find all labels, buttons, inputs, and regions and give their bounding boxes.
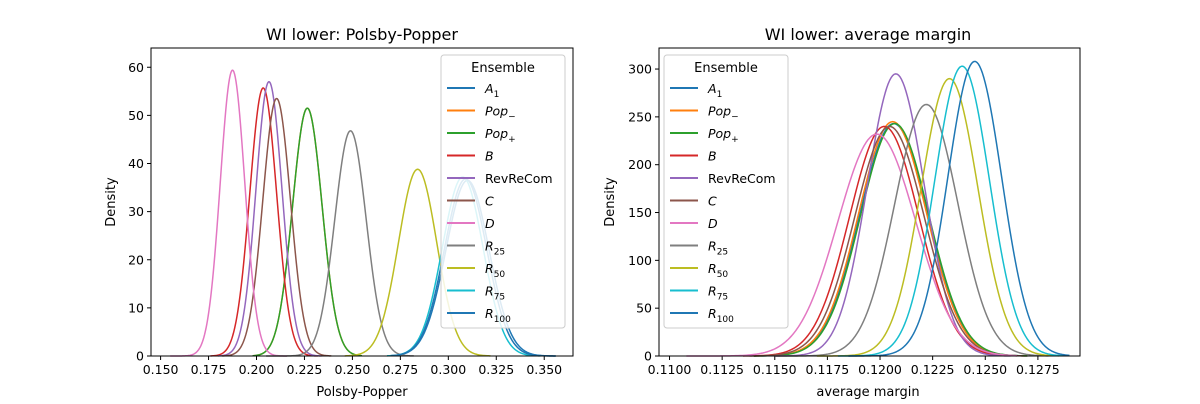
curve-r75 — [837, 65, 1066, 357]
legend-label-r75: R75 — [708, 284, 728, 303]
legend: Ensemble A1 Pop− Pop+ B RevReCom CD R25 R50 R75 R… — [663, 54, 789, 329]
legend-title: Ensemble — [471, 61, 535, 76]
legend-label-r25: R25 — [485, 239, 505, 258]
x-tick-label: 0.150 — [143, 362, 179, 377]
curve-revrecom — [774, 73, 1011, 357]
curve-revrecom — [218, 81, 322, 357]
x-tick-label: 0.1175 — [806, 362, 850, 377]
x-tick-label: 0.175 — [191, 362, 227, 377]
legend-label-b: B — [485, 149, 494, 164]
legend-label-d: D — [708, 216, 718, 231]
y-tick-label: 20 — [128, 252, 144, 267]
legend-label-d: D — [485, 216, 495, 231]
legend-items: A1 Pop− Pop+ B RevReCom CD R25 R50 R75 R100 — [670, 81, 776, 325]
curve-r25 — [774, 103, 1049, 357]
x-tick-label: 0.1225 — [911, 362, 955, 377]
curve-d — [170, 69, 288, 357]
legend-label-pop: Pop− — [485, 104, 516, 123]
y-tick-label: 60 — [128, 60, 144, 75]
axis-ticks: 0.1100 0.1125 0.1150 0.1175 0.1200 0.1225 0.12… — [628, 62, 1060, 377]
x-tick-label: 0.225 — [287, 362, 323, 377]
x-tick-label: 0.1150 — [753, 362, 797, 377]
axis-ticks: 0.150 0.175 0.200 0.225 0.250 0.275 0.300 0.325… — [128, 60, 562, 377]
y-tick-label: 50 — [128, 108, 144, 123]
chart-polsby-popper: WI lower: Polsby-Popper Polsby-Popper De… — [104, 25, 574, 400]
x-tick-label: 0.200 — [239, 362, 275, 377]
legend-label-c: C — [485, 194, 494, 209]
y-axis-label: Density — [104, 177, 119, 227]
legend-label-pop: Pop+ — [485, 126, 516, 145]
x-tick-label: 0.1125 — [700, 362, 744, 377]
curve-r50 — [816, 77, 1059, 357]
curve-pop — [753, 122, 1028, 357]
curve-pop — [753, 120, 1028, 357]
y-axis-label: Density — [603, 177, 618, 227]
legend-label-c: C — [708, 194, 717, 209]
curve-r100 — [848, 60, 1070, 357]
legend-label-r100: R100 — [485, 306, 511, 325]
x-tick-label: 0.350 — [526, 362, 562, 377]
legend-box — [440, 54, 566, 329]
chart-title: WI lower: Polsby-Popper — [266, 25, 458, 44]
x-tick-label: 0.1200 — [858, 362, 902, 377]
x-tick-label: 0.1100 — [648, 362, 692, 377]
y-tick-label: 30 — [128, 204, 144, 219]
legend-label-pop: Pop− — [708, 104, 739, 123]
y-tick-label: 40 — [128, 156, 144, 171]
y-tick-label: 100 — [628, 253, 652, 268]
legend: Ensemble A1 Pop− Pop+ B RevReCom CD R25 R50 R75 R… — [440, 54, 566, 329]
y-tick-label: 50 — [636, 301, 652, 316]
x-tick-label: 0.275 — [382, 362, 418, 377]
curve-b — [210, 87, 318, 357]
chart-average-margin: WI lower: average margin average margin … — [603, 25, 1081, 400]
x-tick-label: 0.1275 — [1016, 362, 1060, 377]
x-tick-label: 0.1250 — [963, 362, 1007, 377]
curve-r50 — [344, 168, 491, 357]
curve-pop — [252, 107, 363, 357]
legend-label-pop: Pop+ — [708, 126, 739, 145]
x-tick-label: 0.250 — [335, 362, 371, 377]
y-tick-label: 200 — [628, 157, 652, 172]
y-tick-label: 150 — [628, 205, 652, 220]
plot-frame — [658, 47, 1081, 357]
x-axis-label: Polsby-Popper — [316, 385, 408, 400]
y-tick-label: 0 — [136, 349, 144, 364]
legend-label-r75: R75 — [485, 284, 505, 303]
y-tick-label: 300 — [628, 62, 652, 77]
x-axis-label: average margin — [816, 385, 919, 400]
legend-label-a1: A1 — [484, 81, 499, 100]
y-tick-label: 10 — [128, 300, 144, 315]
legend-label-revrecom: RevReCom — [485, 171, 553, 186]
legend-title: Ensemble — [694, 61, 758, 76]
x-tick-label: 0.325 — [478, 362, 514, 377]
chart-title: WI lower: average margin — [765, 25, 972, 44]
y-tick-label: 0 — [644, 349, 652, 364]
plot-frame — [150, 47, 574, 357]
legend-label-b: B — [708, 149, 717, 164]
x-tick-label: 0.300 — [430, 362, 466, 377]
legend-label-r50: R50 — [485, 261, 505, 280]
legend-label-a1: A1 — [707, 81, 722, 100]
legend-label-revrecom: RevReCom — [708, 171, 776, 186]
curve-c — [221, 97, 332, 357]
density-curves — [686, 60, 1070, 357]
y-tick-label: 250 — [628, 109, 652, 124]
legend-box — [663, 54, 789, 329]
curve-c — [749, 125, 1024, 357]
curve-d — [686, 133, 1017, 357]
legend-label-r25: R25 — [708, 239, 728, 258]
curve-b — [743, 125, 1017, 357]
legend-label-r100: R100 — [708, 306, 734, 325]
legend-items: A1 Pop− Pop+ B RevReCom CD R25 R50 R75 R100 — [447, 81, 553, 325]
legend-label-r50: R50 — [708, 261, 728, 280]
